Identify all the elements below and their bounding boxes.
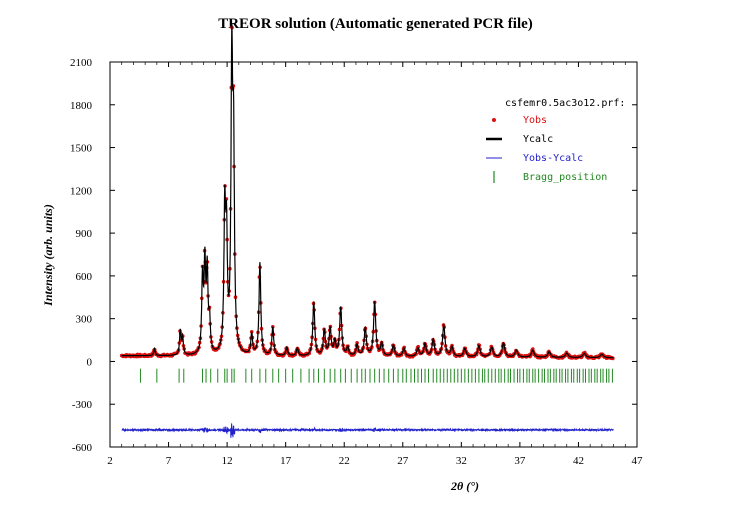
y-tick-label: 300 (76, 314, 93, 326)
y-axis-title: Intensity (arb. units) (41, 204, 55, 307)
y-tick-label: 1500 (70, 143, 93, 155)
y-tick-label: 1800 (70, 100, 93, 112)
x-tick-label: 2 (107, 455, 113, 467)
x-tick-label: 22 (339, 455, 350, 467)
y-tick-label: 2100 (70, 57, 93, 69)
x-tick-label: 17 (280, 455, 292, 467)
x-tick-label: 37 (514, 455, 526, 467)
y-tick-label: 1200 (70, 185, 93, 197)
legend-label: Yobs-Ycalc (523, 153, 583, 164)
legend-label: Ycalc (523, 134, 553, 145)
y-tick-label: 600 (76, 271, 93, 283)
x-tick-label: 47 (632, 455, 644, 467)
difference-curve (121, 423, 614, 438)
y-tick-label: 900 (76, 228, 93, 240)
plot-frame (109, 61, 638, 448)
ycalc-line (121, 22, 614, 359)
legend-label: Bragg_position (523, 172, 607, 183)
x-tick-label: 12 (222, 455, 233, 467)
x-tick-label: 32 (456, 455, 467, 467)
y-tick-label: -600 (72, 442, 93, 454)
legend-file-label: csfemr0.5ac3o12.prf: (505, 98, 625, 109)
yobs-point (247, 349, 251, 354)
x-axis-title: 2θ (°) (450, 479, 479, 493)
y-tick-label: 0 (87, 356, 93, 368)
y-tick-label: -300 (72, 399, 93, 411)
chart-title: TREOR solution (Automatic generated PCR … (218, 16, 533, 32)
yobs-point (216, 346, 221, 350)
yobs-point (531, 347, 535, 351)
legend-label: Yobs (523, 115, 547, 126)
x-tick-label: 42 (573, 455, 584, 467)
x-tick-label: 27 (397, 455, 409, 467)
legend-yobs-marker (492, 118, 496, 122)
x-tick-label: 7 (166, 455, 172, 467)
